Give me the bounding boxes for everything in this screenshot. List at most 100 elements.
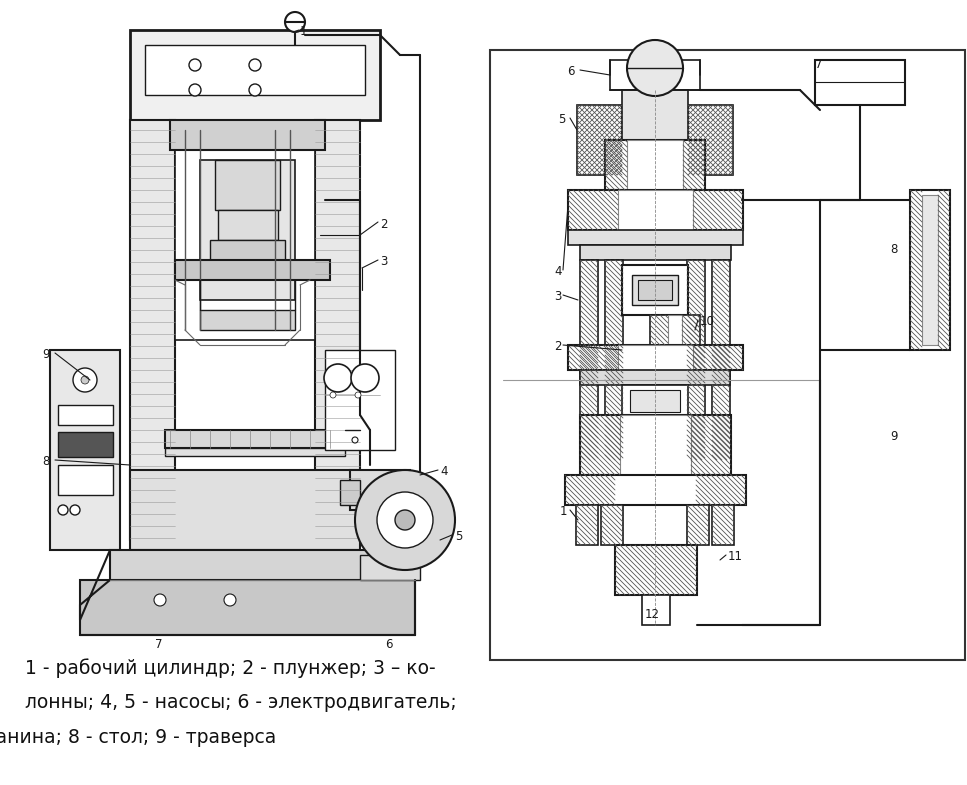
Bar <box>568 230 743 245</box>
Bar <box>610 60 700 90</box>
Bar <box>145 45 365 95</box>
Bar <box>568 190 743 230</box>
Text: 7: 7 <box>815 58 823 71</box>
Bar <box>601 505 623 545</box>
Bar <box>565 475 746 505</box>
Bar <box>693 345 743 370</box>
Bar <box>650 315 700 345</box>
Bar <box>642 595 670 625</box>
Circle shape <box>154 594 166 606</box>
Bar <box>632 275 678 305</box>
Bar <box>580 260 598 460</box>
Bar <box>615 545 697 595</box>
Bar <box>605 260 623 460</box>
Bar <box>580 370 730 385</box>
Bar <box>922 195 938 345</box>
Circle shape <box>224 594 236 606</box>
Bar <box>712 260 730 460</box>
Bar <box>688 105 733 175</box>
Bar <box>175 120 315 340</box>
Bar <box>50 350 120 550</box>
Bar <box>215 160 280 210</box>
Circle shape <box>324 364 352 392</box>
Text: 11: 11 <box>728 550 743 563</box>
Bar <box>568 190 618 230</box>
Text: 2: 2 <box>380 218 388 231</box>
Bar <box>576 505 598 545</box>
Bar <box>618 345 693 370</box>
Bar <box>688 105 733 175</box>
Bar <box>601 505 623 545</box>
Circle shape <box>70 505 80 515</box>
Text: 1 - рабочий цилиндр; 2 - плунжер; 3 – ко-: 1 - рабочий цилиндр; 2 - плунжер; 3 – ко… <box>25 658 435 677</box>
Bar <box>696 475 746 505</box>
Circle shape <box>73 368 97 392</box>
Circle shape <box>249 59 261 71</box>
Bar <box>110 550 380 605</box>
Bar <box>693 190 743 230</box>
Bar <box>605 260 623 460</box>
Circle shape <box>377 492 433 548</box>
Bar <box>682 315 700 345</box>
Bar <box>80 580 415 635</box>
Bar <box>910 190 950 350</box>
Bar <box>565 475 615 505</box>
Circle shape <box>330 392 336 398</box>
Bar <box>130 470 360 550</box>
Bar <box>622 385 688 415</box>
Bar <box>350 470 410 510</box>
Text: 9: 9 <box>42 348 49 361</box>
Text: 8: 8 <box>891 243 898 256</box>
Circle shape <box>355 392 361 398</box>
Bar <box>630 390 680 412</box>
Bar <box>910 190 922 350</box>
Text: 5: 5 <box>455 530 462 543</box>
Text: 10: 10 <box>700 315 715 328</box>
Bar <box>576 505 598 545</box>
Bar <box>815 60 905 105</box>
Bar <box>200 310 295 330</box>
Bar <box>130 120 175 540</box>
Bar <box>200 160 295 300</box>
Bar <box>687 260 705 460</box>
Bar <box>58 465 113 495</box>
Text: 3: 3 <box>380 255 388 268</box>
Circle shape <box>249 84 261 96</box>
Text: 5: 5 <box>558 113 566 126</box>
Bar <box>938 190 950 350</box>
Bar <box>638 280 672 300</box>
Circle shape <box>81 376 89 384</box>
Bar <box>687 260 705 460</box>
Circle shape <box>189 84 201 96</box>
Circle shape <box>627 40 683 96</box>
Circle shape <box>285 12 305 32</box>
Circle shape <box>395 510 415 530</box>
Text: 1: 1 <box>560 505 568 518</box>
Text: 7: 7 <box>155 638 162 651</box>
Text: 9: 9 <box>890 430 897 443</box>
Bar <box>605 140 627 190</box>
Bar <box>325 350 395 450</box>
Text: 3: 3 <box>554 290 562 303</box>
Bar <box>490 50 965 660</box>
Bar <box>165 430 345 448</box>
Circle shape <box>189 59 201 71</box>
Bar <box>170 120 325 150</box>
Bar <box>605 140 705 190</box>
Bar <box>315 120 360 540</box>
Bar <box>615 545 697 595</box>
Text: 6: 6 <box>567 65 574 78</box>
Bar <box>712 505 734 545</box>
Bar <box>712 505 734 545</box>
Bar <box>360 555 420 580</box>
Bar <box>218 210 278 240</box>
Bar <box>568 345 618 370</box>
Bar <box>175 260 330 280</box>
Bar <box>210 240 285 260</box>
Bar <box>618 190 693 230</box>
Bar <box>691 415 731 475</box>
Circle shape <box>58 505 68 515</box>
Bar <box>340 480 360 505</box>
Bar <box>58 405 113 425</box>
Circle shape <box>351 364 379 392</box>
